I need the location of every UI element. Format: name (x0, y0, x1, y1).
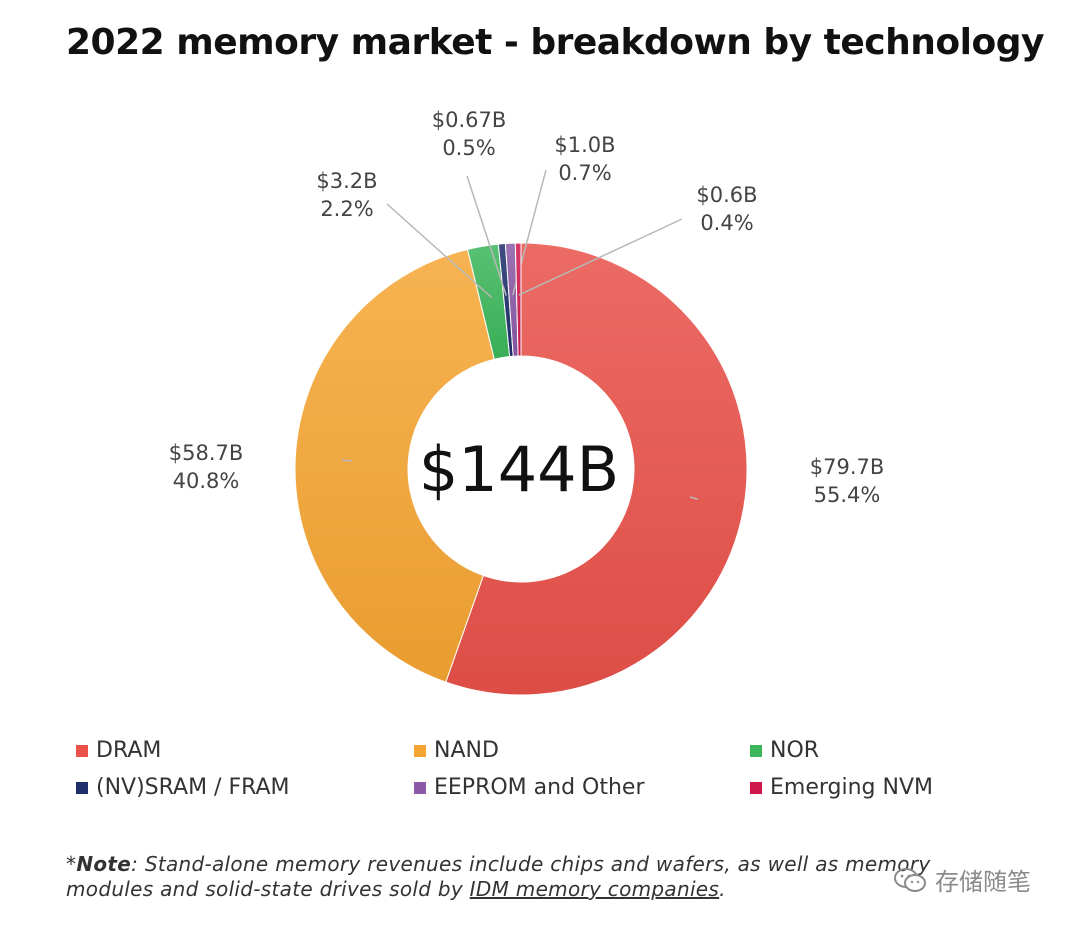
legend-label-nor: NOR (770, 738, 820, 763)
chart-title: 2022 memory market - breakdown by techno… (66, 22, 1044, 63)
note-bold: Note (76, 852, 132, 876)
legend-item-emerging-nvm: Emerging NVM (750, 775, 933, 800)
watermark-text: 存储随笔 (935, 868, 1031, 896)
percent-label-5: 0.4% (700, 211, 753, 235)
watermark: 存储随笔 (893, 862, 1031, 897)
percent-label-3: 0.5% (442, 136, 495, 160)
legend-item-nor: NOR (750, 738, 819, 763)
legend-label-emerging-nvm: Emerging NVM (770, 775, 933, 800)
center-total-label: $144B (419, 433, 619, 506)
legend-label-nand: NAND (434, 738, 499, 763)
donut-chart: $79.7B 55.4% $58.7B 40.8% $3.2B 2.2% $0.67B 0.5… (169, 108, 885, 696)
slice-emerging-nvm (514, 242, 522, 357)
legend-swatch-emerging-nvm (750, 781, 762, 794)
note-link[interactable]: IDM memory companies (469, 877, 720, 901)
note-prefix: * (66, 852, 77, 876)
leader-line-2 (386, 203, 493, 299)
legend-swatch-sram (76, 781, 88, 794)
legend-item-eeprom: EEPROM and Other (414, 775, 645, 800)
value-label-2: $3.2B (316, 169, 377, 193)
legend-swatch-eeprom (414, 781, 426, 794)
value-label-5: $0.6B (696, 183, 757, 207)
note-suffix: . (719, 877, 726, 901)
legend-swatch-nand (414, 744, 426, 757)
percent-label-2: 2.2% (320, 197, 373, 221)
leader-line-3 (466, 175, 507, 296)
percent-label-4: 0.7% (558, 161, 611, 185)
note-text: : Stand-alone memory revenues include ch… (66, 852, 931, 901)
legend-label-dram: DRAM (96, 738, 162, 763)
legend-item-nand: NAND (414, 738, 499, 763)
percent-label-0: 55.4% (814, 483, 881, 507)
wechat-icon (894, 867, 926, 892)
footnote: *Note: Stand-alone memory revenues inclu… (66, 852, 966, 902)
legend-item-dram: DRAM (76, 738, 161, 763)
leader-line-1 (341, 459, 353, 462)
legend-item-sram: (NV)SRAM / FRAM (76, 775, 290, 800)
slice-nand (294, 248, 495, 683)
legend-swatch-nor (750, 744, 762, 757)
value-label-1: $58.7B (169, 441, 244, 465)
leader-line-0 (689, 496, 699, 501)
percent-label-1: 40.8% (173, 469, 240, 493)
legend-label-eeprom: EEPROM and Other (434, 775, 645, 800)
legend-label-sram: (NV)SRAM / FRAM (96, 775, 290, 800)
value-label-4: $1.0B (554, 133, 615, 157)
value-label-3: $0.67B (432, 108, 507, 132)
leader-line-5 (518, 218, 683, 296)
value-label-0: $79.7B (810, 455, 885, 479)
legend-swatch-dram (76, 744, 88, 757)
